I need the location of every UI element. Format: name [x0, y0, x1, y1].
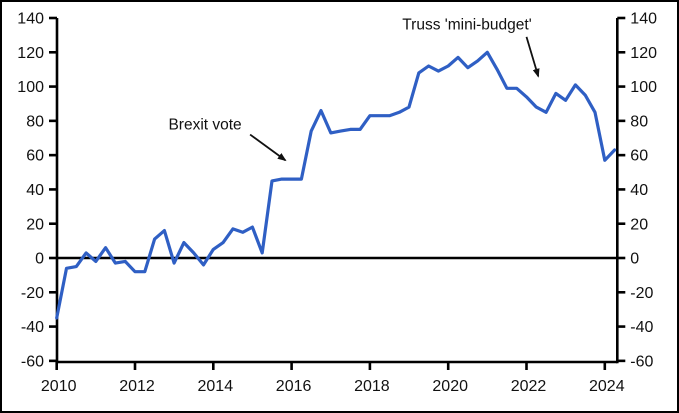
- data-line: [55, 50, 617, 320]
- y-tick-label-left: -60: [21, 353, 44, 370]
- y-tick-label-right: 80: [630, 113, 648, 130]
- y-tick-label-right: 100: [630, 79, 657, 96]
- y-tick-label-left: 60: [26, 148, 44, 165]
- x-tick-label: 2020: [432, 378, 468, 395]
- x-tick-label: 2018: [354, 378, 390, 395]
- x-tick-label: 2016: [276, 378, 312, 395]
- y-tick-label-right: 0: [630, 251, 639, 268]
- x-tick-label: 2010: [41, 378, 77, 395]
- y-tick-label-left: 120: [17, 45, 44, 62]
- annotation-label-brexit-vote: Brexit vote: [168, 117, 241, 134]
- y-tick-label-right: 20: [630, 216, 648, 233]
- y-tick-label-left: -20: [21, 285, 44, 302]
- y-tick-label-left: 20: [26, 216, 44, 233]
- y-tick-label-left: 0: [35, 251, 44, 268]
- y-tick-label-left: 40: [26, 182, 44, 199]
- y-tick-label-right: -60: [630, 353, 653, 370]
- y-tick-label-left: 140: [17, 11, 44, 28]
- annotation-label-truss-mini-budget: Truss 'mini-budget': [402, 16, 531, 33]
- y-tick-label-right: 140: [630, 11, 657, 28]
- x-tick-label: 2014: [198, 378, 234, 395]
- y-tick-label-left: 100: [17, 79, 44, 96]
- x-tick-label: 2024: [589, 378, 625, 395]
- y-tick-label-left: -40: [21, 319, 44, 336]
- y-tick-label-right: 60: [630, 148, 648, 165]
- y-tick-label-right: 120: [630, 45, 657, 62]
- y-tick-label-right: -40: [630, 319, 653, 336]
- x-tick-label: 2022: [511, 378, 547, 395]
- y-tick-label-left: 80: [26, 113, 44, 130]
- x-tick-label: 2012: [119, 378, 155, 395]
- y-tick-label-right: -20: [630, 285, 653, 302]
- annotation-arrow-brexit-vote: [249, 133, 287, 162]
- y-tick-label-right: 40: [630, 182, 648, 199]
- annotation-arrow-truss-mini-budget: [525, 36, 540, 78]
